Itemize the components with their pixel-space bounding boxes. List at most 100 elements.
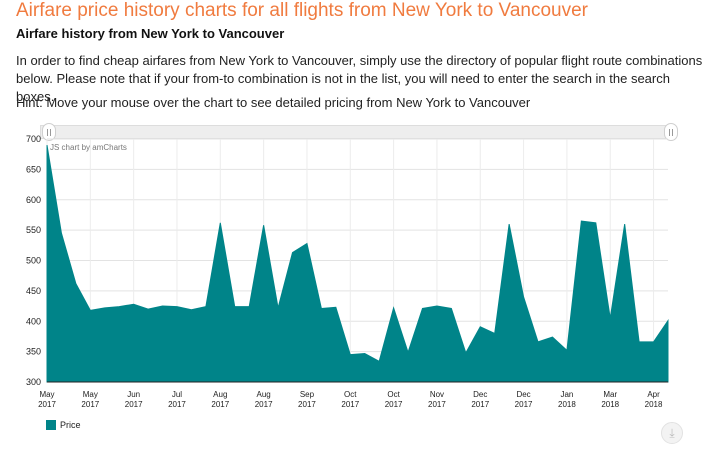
data-point[interactable]	[651, 339, 657, 345]
x-tick-label-year: 2017	[298, 400, 316, 409]
x-tick-label-month: Aug	[257, 390, 271, 399]
data-point[interactable]	[58, 230, 64, 236]
data-point[interactable]	[290, 250, 296, 256]
download-icon: ⤓	[669, 426, 675, 440]
x-tick-label-month: Dec	[473, 390, 487, 399]
data-point[interactable]	[217, 220, 223, 226]
data-point[interactable]	[275, 305, 281, 311]
data-point[interactable]	[607, 315, 613, 321]
x-tick-label-year: 2017	[168, 400, 186, 409]
data-point[interactable]	[391, 305, 397, 311]
hint-text: Hint: Move your mouse over the chart to …	[16, 95, 531, 110]
data-point[interactable]	[116, 304, 122, 310]
data-point[interactable]	[102, 305, 108, 311]
data-point[interactable]	[463, 350, 469, 356]
x-tick-label-month: Sep	[300, 390, 315, 399]
y-tick-label: 550	[26, 225, 41, 235]
legend-item-price[interactable]: Price	[46, 420, 81, 430]
x-tick-label-month: Oct	[344, 390, 357, 399]
chart-grid	[46, 138, 668, 383]
x-tick-label-month: Jun	[127, 390, 140, 399]
x-tick-label-year: 2017	[428, 400, 446, 409]
x-tick-label-year: 2017	[471, 400, 489, 409]
data-point[interactable]	[347, 352, 353, 358]
data-point[interactable]	[87, 307, 93, 313]
x-tick-label-year: 2018	[601, 400, 619, 409]
data-point[interactable]	[549, 334, 555, 340]
data-point[interactable]	[232, 304, 238, 310]
y-tick-label: 450	[26, 286, 41, 296]
x-tick-label-month: Jul	[172, 390, 182, 399]
series-area	[46, 144, 671, 383]
data-point[interactable]	[665, 318, 671, 324]
data-point[interactable]	[492, 330, 498, 336]
x-tick-label-year: 2018	[645, 400, 663, 409]
intro-paragraph: In order to find cheap airfares from New…	[16, 53, 703, 104]
x-tick-label-month: Jan	[560, 390, 573, 399]
page-title: Airfare price history charts for all fli…	[16, 0, 588, 21]
data-point[interactable]	[405, 349, 411, 355]
x-tick-label-month: Mar	[603, 390, 617, 399]
x-tick-label-year: 2017	[211, 400, 229, 409]
y-tick-label: 700	[26, 134, 41, 144]
chart-subtitle: Airfare history from New York to Vancouv…	[16, 26, 285, 41]
data-point[interactable]	[261, 222, 267, 228]
legend-label: Price	[60, 420, 81, 430]
x-tick-label-year: 2017	[38, 400, 56, 409]
data-point[interactable]	[622, 221, 628, 227]
x-tick-label-month: Apr	[647, 390, 660, 399]
scrollbar-left-grip[interactable]	[42, 123, 56, 141]
data-point[interactable]	[636, 339, 642, 345]
data-point[interactable]	[333, 304, 339, 310]
x-tick-label-year: 2017	[515, 400, 533, 409]
y-tick-label: 650	[26, 164, 41, 174]
x-tick-label-year: 2018	[558, 400, 576, 409]
scrollbar-right-grip[interactable]	[664, 123, 678, 141]
y-axis: 300 350 400 450 500 550 600 650 700	[26, 134, 41, 387]
data-point[interactable]	[304, 240, 310, 246]
legend-swatch	[46, 420, 56, 430]
x-tick-label-month: Nov	[430, 390, 444, 399]
data-point[interactable]	[434, 303, 440, 309]
data-point[interactable]	[246, 304, 252, 310]
x-tick-label-month: Dec	[516, 390, 530, 399]
x-tick-label-month: May	[39, 390, 54, 399]
data-point[interactable]	[131, 301, 137, 307]
x-tick-label-month: Aug	[213, 390, 227, 399]
x-axis: May2017May2017Jun2017Jul2017Aug2017Aug20…	[38, 381, 668, 409]
data-point[interactable]	[203, 304, 209, 310]
chart-watermark[interactable]: JS chart by amCharts	[50, 143, 127, 152]
data-point[interactable]	[506, 221, 512, 227]
x-tick-label-year: 2017	[341, 400, 359, 409]
data-point[interactable]	[419, 305, 425, 311]
data-point[interactable]	[160, 303, 166, 309]
data-point[interactable]	[448, 305, 454, 311]
data-point[interactable]	[188, 307, 194, 313]
y-tick-label: 300	[26, 377, 41, 387]
x-tick-label-month: May	[83, 390, 98, 399]
data-point[interactable]	[318, 305, 324, 311]
x-tick-label-year: 2017	[255, 400, 273, 409]
data-point[interactable]	[564, 347, 570, 353]
x-tick-label-year: 2017	[81, 400, 99, 409]
download-button[interactable]: ⤓	[661, 422, 683, 444]
x-tick-label-year: 2017	[125, 400, 143, 409]
series-area-price[interactable]	[46, 144, 669, 383]
y-tick-label: 600	[26, 195, 41, 205]
data-point[interactable]	[593, 220, 599, 226]
data-point[interactable]	[521, 294, 527, 300]
data-point[interactable]	[535, 339, 541, 345]
y-tick-label: 500	[26, 256, 41, 266]
data-point[interactable]	[174, 304, 180, 310]
y-tick-label: 350	[26, 347, 41, 357]
data-point[interactable]	[578, 218, 584, 224]
y-tick-label: 400	[26, 316, 41, 326]
x-tick-label-month: Oct	[387, 390, 400, 399]
x-tick-label-year: 2017	[385, 400, 403, 409]
data-point[interactable]	[376, 358, 382, 364]
data-point[interactable]	[477, 324, 483, 330]
data-point[interactable]	[362, 350, 368, 356]
data-point[interactable]	[145, 306, 151, 312]
data-point[interactable]	[73, 281, 79, 287]
